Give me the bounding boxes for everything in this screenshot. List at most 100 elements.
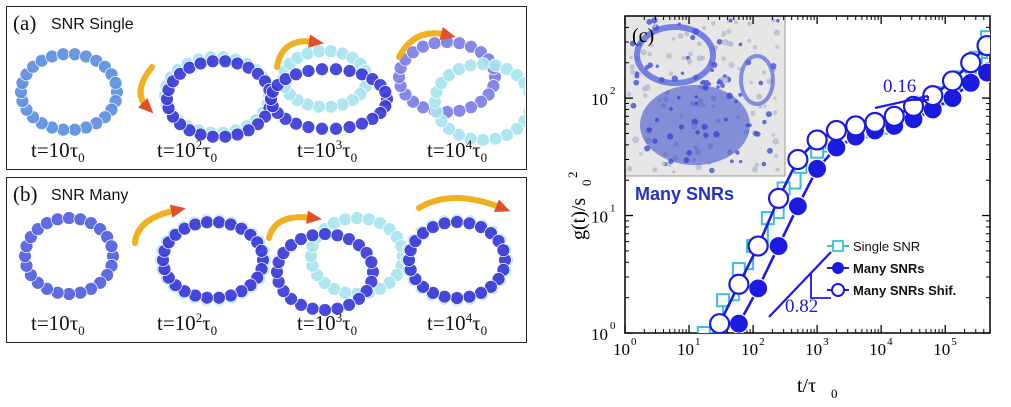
x-tick-label: 10: [869, 340, 886, 359]
inset-bead: [681, 56, 686, 61]
transition-arrow: [396, 27, 456, 60]
bead: [484, 279, 498, 294]
bead: [524, 98, 525, 106]
slope-annotation-0.16: 0.16: [874, 76, 929, 110]
inset-bead: [765, 111, 772, 118]
bead: [305, 228, 320, 243]
time-label: t=103τ0: [297, 137, 358, 166]
inset-bead: [626, 166, 633, 172]
data-point: [976, 62, 990, 83]
slope-triangle: [810, 273, 831, 299]
bead: [188, 217, 203, 232]
bead: [500, 62, 514, 76]
inset-bead: [672, 170, 676, 174]
time-label: t=103τ0: [297, 310, 358, 339]
slope-label: 0.16: [883, 76, 916, 97]
bead: [350, 211, 364, 225]
inset-bead: [775, 167, 780, 172]
bead: [452, 36, 467, 51]
legend-label: Single SNR: [853, 239, 920, 254]
y-axis-label-sub: 0: [579, 180, 594, 187]
bead: [315, 121, 329, 136]
panel-a-single-snr: (a) SNR Single t=10τ0 t=102τ0 t=103τ0 t=…: [6, 6, 527, 170]
bead: [294, 298, 308, 312]
arrow-head: [493, 199, 511, 213]
bead: [416, 39, 430, 54]
inset-bead: [668, 71, 674, 76]
slope-line: [874, 94, 929, 110]
inset-bead: [734, 20, 738, 25]
bead: [426, 286, 440, 300]
data-point: [902, 95, 925, 117]
x-tick-exponent: 2: [759, 336, 765, 348]
bead: [62, 211, 76, 225]
data-point: [825, 119, 848, 142]
inset-bead: [766, 147, 773, 154]
panel-c-label: (c): [632, 25, 654, 47]
data-point: [716, 293, 731, 308]
inset-bead: [738, 159, 743, 164]
bead: [56, 122, 71, 137]
arrow-head: [306, 210, 322, 224]
inset-bead: [661, 161, 666, 166]
bead: [342, 120, 357, 134]
transition-arrow: [137, 64, 155, 114]
inset-bead: [775, 45, 779, 49]
inset-bead: [756, 93, 763, 100]
data-point: [747, 235, 769, 257]
data-point: [883, 105, 905, 127]
panel-b-many-snr: (b) SNR Many t=10τ0 t=102τ0 t=103τ0 t=10…: [6, 177, 527, 343]
inset-bead: [761, 70, 767, 75]
inset-bead: [652, 23, 657, 28]
inset-bead: [671, 36, 676, 41]
inset-bead: [747, 38, 752, 43]
bead: [442, 68, 456, 83]
inset-bead: [721, 56, 727, 62]
inset-bead: [773, 96, 777, 100]
inset-bead: [752, 44, 758, 50]
inset-bead: [720, 83, 725, 89]
polymer-ring: [270, 227, 380, 317]
bead: [193, 56, 208, 71]
inset-bead: [726, 29, 732, 35]
y-axis-label-sup: 2: [565, 172, 580, 179]
legend-label: Many SNRs: [853, 261, 925, 276]
inset-bead: [696, 55, 703, 62]
bead: [50, 212, 65, 227]
inset-bead: [626, 91, 632, 97]
time-label: t=104τ0: [427, 137, 488, 166]
bead: [315, 62, 329, 77]
inset-bead: [721, 39, 729, 46]
data-point: [787, 148, 809, 171]
inset-bead: [722, 77, 729, 84]
inset-bead: [729, 159, 734, 164]
slope-label: 0.82: [785, 296, 818, 317]
bead: [378, 84, 393, 99]
inset-bead: [647, 51, 653, 57]
legend-marker: [831, 283, 845, 297]
inset-bead: [700, 79, 706, 85]
inset-ring: [634, 24, 716, 86]
data-point: [960, 72, 981, 93]
inset-bead: [716, 85, 720, 89]
bead: [200, 290, 214, 305]
bead: [312, 44, 326, 59]
inset-bead: [638, 152, 643, 156]
data-point: [864, 111, 886, 134]
inset-bead: [642, 93, 648, 98]
arrow-head: [308, 34, 324, 48]
bead: [452, 128, 466, 142]
polymer-ring: [156, 215, 270, 305]
arrow-body: [416, 195, 505, 211]
inset-bead: [641, 85, 648, 92]
y-tick-label: 10: [591, 208, 608, 227]
bead: [108, 76, 123, 90]
arrow-body: [132, 207, 180, 246]
bead: [342, 232, 356, 246]
bead: [522, 86, 525, 98]
polymer-ring: [160, 54, 278, 144]
inset-bead: [680, 71, 685, 75]
polymer-ring: [14, 47, 124, 137]
bead: [452, 62, 466, 76]
